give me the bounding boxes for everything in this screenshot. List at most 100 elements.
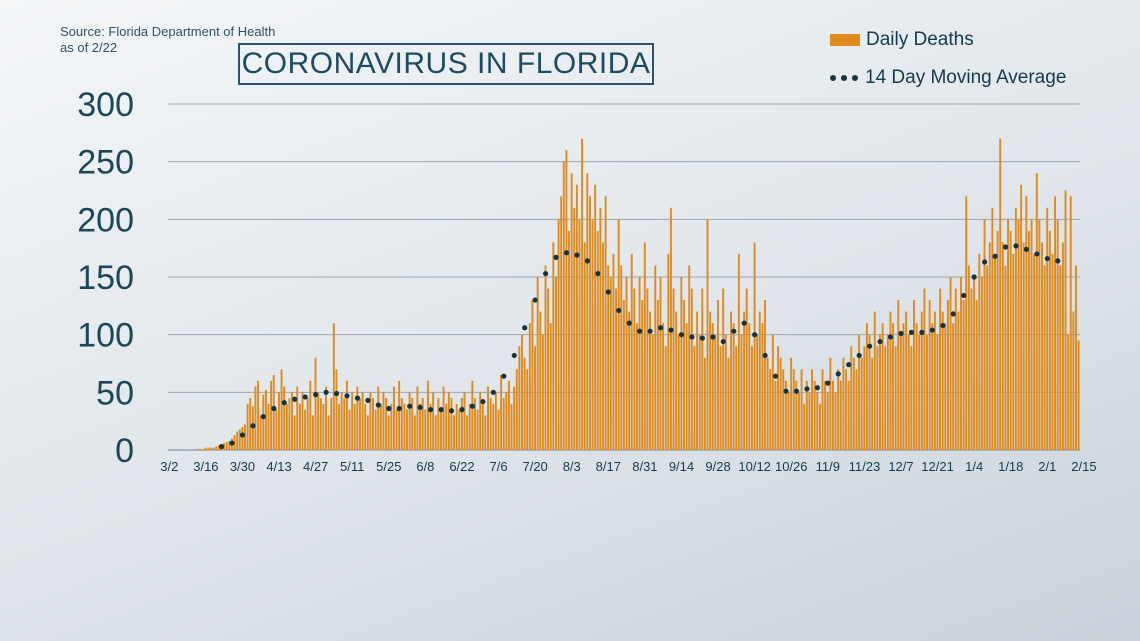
bar (960, 277, 962, 450)
bar (348, 409, 351, 450)
bar (322, 403, 325, 450)
bar (518, 346, 521, 450)
moving-average-point (490, 389, 496, 395)
bar (275, 409, 278, 450)
bar (382, 392, 385, 450)
bar (667, 253, 670, 450)
bar (562, 161, 565, 450)
bar (850, 346, 853, 450)
x-tick-label: 3/30 (230, 459, 255, 474)
bar (419, 403, 422, 450)
bar (244, 424, 246, 450)
moving-average-point (950, 311, 956, 317)
bar (594, 184, 597, 450)
bar (497, 409, 500, 450)
bar (257, 380, 260, 450)
bar (534, 346, 537, 450)
moving-average-point (699, 335, 705, 341)
bar (643, 242, 646, 450)
bar (750, 346, 753, 450)
bar (1041, 242, 1043, 450)
moving-average-point (961, 292, 967, 299)
bar (858, 334, 861, 450)
bar (306, 398, 309, 450)
bar (1077, 340, 1080, 450)
bar (565, 150, 568, 450)
moving-average-point (616, 307, 622, 314)
x-tick-label: 2/1 (1038, 459, 1056, 474)
moving-average-point (323, 389, 329, 395)
bar (620, 265, 623, 450)
source-note: Source: Florida Department of Health as … (60, 24, 275, 56)
moving-average-point (574, 252, 580, 258)
bar (884, 346, 887, 450)
bar (437, 398, 440, 450)
bar (743, 311, 746, 450)
bar (293, 415, 296, 450)
bar (1007, 219, 1009, 450)
bar (865, 323, 868, 450)
bar (680, 277, 683, 450)
bar (784, 380, 787, 450)
bar (547, 288, 550, 450)
bar (424, 409, 427, 450)
bar (693, 346, 696, 450)
moving-average-series (218, 243, 1061, 450)
bar (372, 398, 374, 450)
y-tick-label: 300 (77, 86, 134, 124)
bar (270, 380, 273, 450)
bar (646, 288, 649, 450)
bar (636, 323, 638, 450)
moving-average-point (668, 327, 674, 333)
bar (351, 392, 354, 450)
bar (390, 403, 393, 450)
bar (327, 415, 330, 450)
moving-average-point (929, 327, 935, 333)
bar (202, 448, 205, 450)
moving-average-point (940, 322, 946, 329)
x-tick-label: 12/21 (921, 459, 954, 474)
bar (677, 334, 680, 450)
x-tick-label: 5/25 (376, 459, 401, 474)
bar (769, 369, 772, 450)
bar (717, 300, 719, 450)
bar (445, 403, 448, 450)
bar (1020, 184, 1023, 450)
bar (458, 409, 461, 450)
bar (748, 323, 751, 450)
bar (868, 334, 871, 450)
bar (740, 334, 743, 450)
bar (1069, 196, 1072, 450)
bar (1012, 253, 1015, 450)
moving-average-point (887, 334, 894, 340)
moving-average-point (218, 443, 225, 450)
legend-item-moving-average: 14 Day Moving Average (830, 66, 1066, 90)
bar (936, 334, 939, 450)
bar (196, 448, 199, 450)
bar (319, 398, 322, 450)
legend-item-daily-deaths: Daily Deaths (830, 28, 1066, 52)
bar (1061, 242, 1064, 450)
bar (818, 403, 821, 450)
moving-average-point (448, 408, 455, 414)
bar (212, 447, 215, 450)
bar (871, 357, 874, 450)
bar (847, 380, 850, 450)
bar (246, 403, 249, 450)
bar (555, 277, 557, 450)
moving-average-point (271, 405, 277, 412)
bar (264, 390, 267, 450)
bar (523, 357, 526, 450)
bar (502, 398, 505, 450)
moving-average-point (386, 405, 392, 412)
bar (803, 403, 806, 450)
bar (915, 323, 918, 450)
bar (379, 403, 382, 450)
bar (463, 392, 466, 450)
moving-average-point (375, 402, 381, 408)
bar (944, 323, 947, 450)
bar (426, 380, 429, 450)
y-tick-label: 200 (77, 201, 134, 239)
moving-average-point (260, 413, 266, 420)
bar (332, 323, 335, 450)
